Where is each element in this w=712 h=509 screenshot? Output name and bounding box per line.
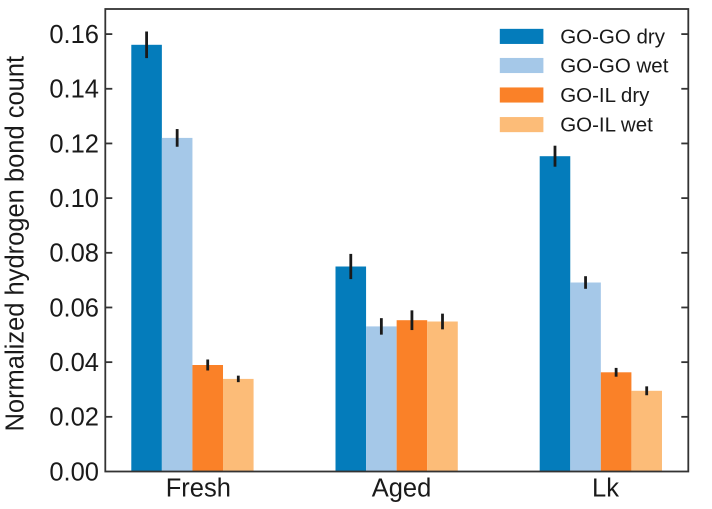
svg-text:0.10: 0.10 xyxy=(49,185,99,213)
svg-text:0.14: 0.14 xyxy=(49,76,99,104)
svg-text:GO-GO dry: GO-GO dry xyxy=(560,25,666,48)
svg-text:GO-GO wet: GO-GO wet xyxy=(560,55,669,78)
svg-text:0.12: 0.12 xyxy=(49,130,99,158)
svg-text:0.08: 0.08 xyxy=(49,240,99,268)
svg-text:0.00: 0.00 xyxy=(49,458,99,486)
svg-text:Fresh: Fresh xyxy=(166,475,231,503)
svg-text:0.16: 0.16 xyxy=(49,21,99,49)
svg-text:Normalized hydrogen bond count: Normalized hydrogen bond count xyxy=(2,56,30,432)
svg-text:GO-IL wet: GO-IL wet xyxy=(560,114,653,137)
svg-text:Lk: Lk xyxy=(592,475,619,503)
svg-text:GO-IL dry: GO-IL dry xyxy=(560,84,650,107)
svg-text:0.02: 0.02 xyxy=(49,404,99,432)
svg-text:0.06: 0.06 xyxy=(49,294,99,322)
svg-text:0.04: 0.04 xyxy=(49,349,99,377)
svg-text:Aged: Aged xyxy=(372,475,432,503)
